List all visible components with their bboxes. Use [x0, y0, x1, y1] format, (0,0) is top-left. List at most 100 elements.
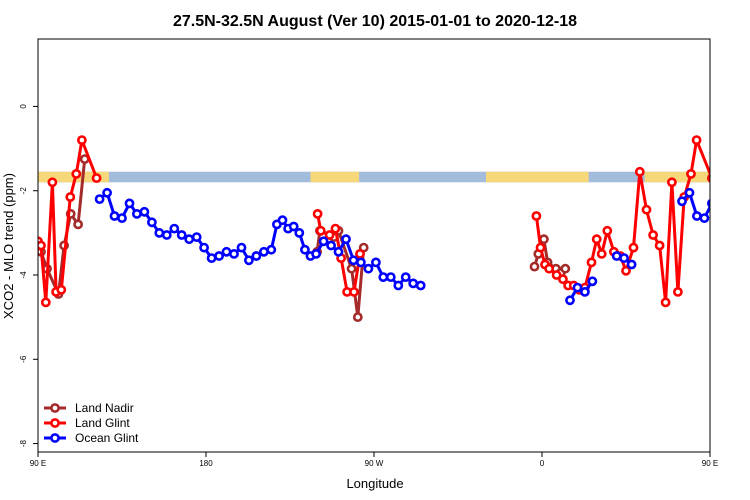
data-point-land-nadir: [560, 263, 571, 274]
band-ocean: [38, 171, 710, 183]
y-tick-label: 0: [19, 104, 28, 109]
data-point-ocean-glint: [131, 208, 142, 219]
data-point-land-glint: [544, 263, 554, 274]
data-point-ocean-glint: [326, 240, 336, 251]
series-ocean-glint: [94, 187, 750, 306]
y-tick-label: -8: [19, 439, 28, 447]
x-tick-label: 90 E: [702, 459, 718, 468]
data-point-land-glint: [673, 286, 683, 297]
data-point-land-glint: [535, 242, 546, 253]
data-point-ocean-glint: [699, 213, 710, 223]
data-point-ocean-glint: [415, 280, 426, 291]
data-point-land-nadir: [73, 219, 83, 230]
series-layer: [38, 135, 750, 322]
data-point-land-glint: [641, 204, 652, 215]
data-point-ocean-glint: [191, 232, 202, 242]
data-point-land-glint: [330, 223, 341, 234]
legend-label-ocean-glint: Ocean Glint: [75, 431, 139, 445]
y-axis: 0 -2 -4 -6 -8: [19, 104, 38, 447]
data-point-land-glint: [691, 135, 702, 145]
legend-marker-land-nadir: [50, 403, 60, 413]
data-point-land-glint: [47, 177, 58, 188]
data-point-ocean-glint: [318, 236, 329, 247]
data-point-ocean-glint: [94, 194, 105, 204]
data-point-land-glint: [621, 265, 631, 276]
data-point-ocean-glint: [139, 206, 150, 217]
data-point-land-glint: [40, 297, 51, 308]
data-point-land-glint: [586, 257, 597, 268]
data-point-land-glint: [65, 192, 76, 202]
data-point-ocean-glint: [124, 198, 135, 209]
data-point-ocean-glint: [692, 211, 702, 221]
data-point-land-glint: [648, 230, 658, 240]
data-point-land-glint: [654, 240, 665, 251]
data-point-ocean-glint: [341, 234, 351, 245]
data-point-land-glint: [349, 286, 359, 297]
data-point-ocean-glint: [294, 227, 305, 238]
data-point-ocean-glint: [572, 282, 583, 293]
data-point-ocean-glint: [214, 251, 224, 261]
data-point-ocean-glint: [355, 257, 366, 268]
data-point-ocean-glint: [311, 248, 321, 259]
data-point-ocean-glint: [738, 229, 745, 236]
data-point-land-glint: [558, 274, 568, 285]
series-land-glint: [38, 135, 710, 308]
data-point-land-glint: [91, 173, 102, 183]
data-point-ocean-glint: [236, 242, 247, 253]
data-point-ocean-glint: [117, 213, 127, 223]
data-point-land-glint: [551, 270, 562, 280]
data-point-land-nadir: [734, 183, 741, 190]
data-point-land-nadir: [722, 267, 729, 274]
legend-label-land-glint: Land Glint: [75, 416, 130, 430]
data-point-land-glint: [667, 177, 677, 188]
data-point-ocean-glint: [723, 208, 730, 215]
y-tick-label: -4: [19, 271, 28, 279]
data-point-land-nadir: [740, 193, 747, 200]
data-point-land-nadir: [716, 278, 723, 285]
data-point-land-glint: [38, 240, 46, 251]
data-point-ocean-glint: [378, 272, 389, 282]
data-point-land-glint: [71, 168, 82, 179]
data-point-land-glint: [628, 242, 639, 253]
data-point-land-glint: [315, 225, 326, 236]
legend-marker-land-glint: [50, 418, 60, 428]
data-point-ocean-glint: [109, 211, 120, 221]
data-point-land-glint: [324, 230, 335, 240]
data-point-land-nadir: [352, 312, 363, 322]
series-line-ocean-glint: [98, 191, 422, 287]
data-point-ocean-glint: [746, 231, 750, 238]
data-point-ocean-glint: [400, 272, 411, 282]
data-point-ocean-glint: [251, 251, 262, 261]
data-point-land-glint: [355, 248, 365, 259]
x-tick-label: 90 W: [365, 459, 384, 468]
x-axis-label: Longitude: [346, 476, 403, 491]
data-point-ocean-glint: [102, 187, 112, 198]
data-point-ocean-glint: [266, 244, 277, 255]
series-line-land-nadir: [715, 159, 750, 292]
data-point-ocean-glint: [370, 257, 381, 268]
band-land-1: [310, 171, 360, 183]
data-point-ocean-glint: [363, 263, 374, 274]
x-axis: 90 E 180 90 W 0 90 E: [30, 452, 718, 468]
data-point-land-glint: [660, 297, 671, 308]
data-point-ocean-glint: [684, 187, 695, 198]
data-point-ocean-glint: [333, 246, 344, 257]
data-point-ocean-glint: [176, 230, 187, 240]
data-point-ocean-glint: [385, 272, 396, 282]
data-point-land-nadir: [746, 187, 750, 194]
data-point-land-glint: [686, 168, 696, 179]
plot-frame: [37, 38, 711, 453]
data-point-ocean-glint: [229, 248, 239, 259]
data-point-ocean-glint: [731, 219, 738, 226]
series-line-land-glint: [38, 138, 98, 304]
band-land-2: [486, 171, 589, 183]
data-point-land-glint: [634, 166, 645, 177]
data-point-ocean-glint: [199, 242, 209, 253]
data-point-ocean-glint: [161, 230, 172, 240]
data-point-ocean-glint: [277, 215, 288, 226]
data-point-ocean-glint: [716, 210, 723, 217]
data-point-land-nadir: [529, 261, 540, 272]
data-point-land-glint: [531, 211, 542, 221]
